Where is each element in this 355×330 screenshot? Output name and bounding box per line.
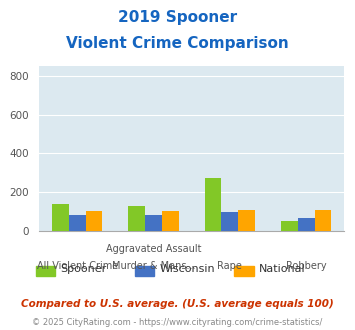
Bar [145,214,162,231]
Bar [222,212,238,231]
Text: Aggravated Assault: Aggravated Assault [106,244,201,254]
Text: National: National [259,264,306,274]
Text: Compared to U.S. average. (U.S. average equals 100): Compared to U.S. average. (U.S. average … [21,299,334,309]
Text: Violent Crime Comparison: Violent Crime Comparison [66,36,289,51]
Text: 2019 Spooner: 2019 Spooner [118,10,237,25]
Bar [238,210,255,231]
Bar [315,210,331,231]
Bar [129,206,145,231]
Bar [281,221,298,231]
Bar [162,211,179,231]
Bar [69,215,86,231]
Bar [205,178,222,231]
Text: Rape: Rape [217,261,242,271]
Bar [298,218,315,231]
Text: Spooner: Spooner [60,264,106,274]
Bar [86,211,102,231]
Text: Robbery: Robbery [286,261,327,271]
Text: © 2025 CityRating.com - https://www.cityrating.com/crime-statistics/: © 2025 CityRating.com - https://www.city… [32,318,323,327]
Bar [52,204,69,231]
Text: Murder & Mans...: Murder & Mans... [112,261,195,271]
Text: Wisconsin: Wisconsin [160,264,215,274]
Text: All Violent Crime: All Violent Crime [37,261,118,271]
